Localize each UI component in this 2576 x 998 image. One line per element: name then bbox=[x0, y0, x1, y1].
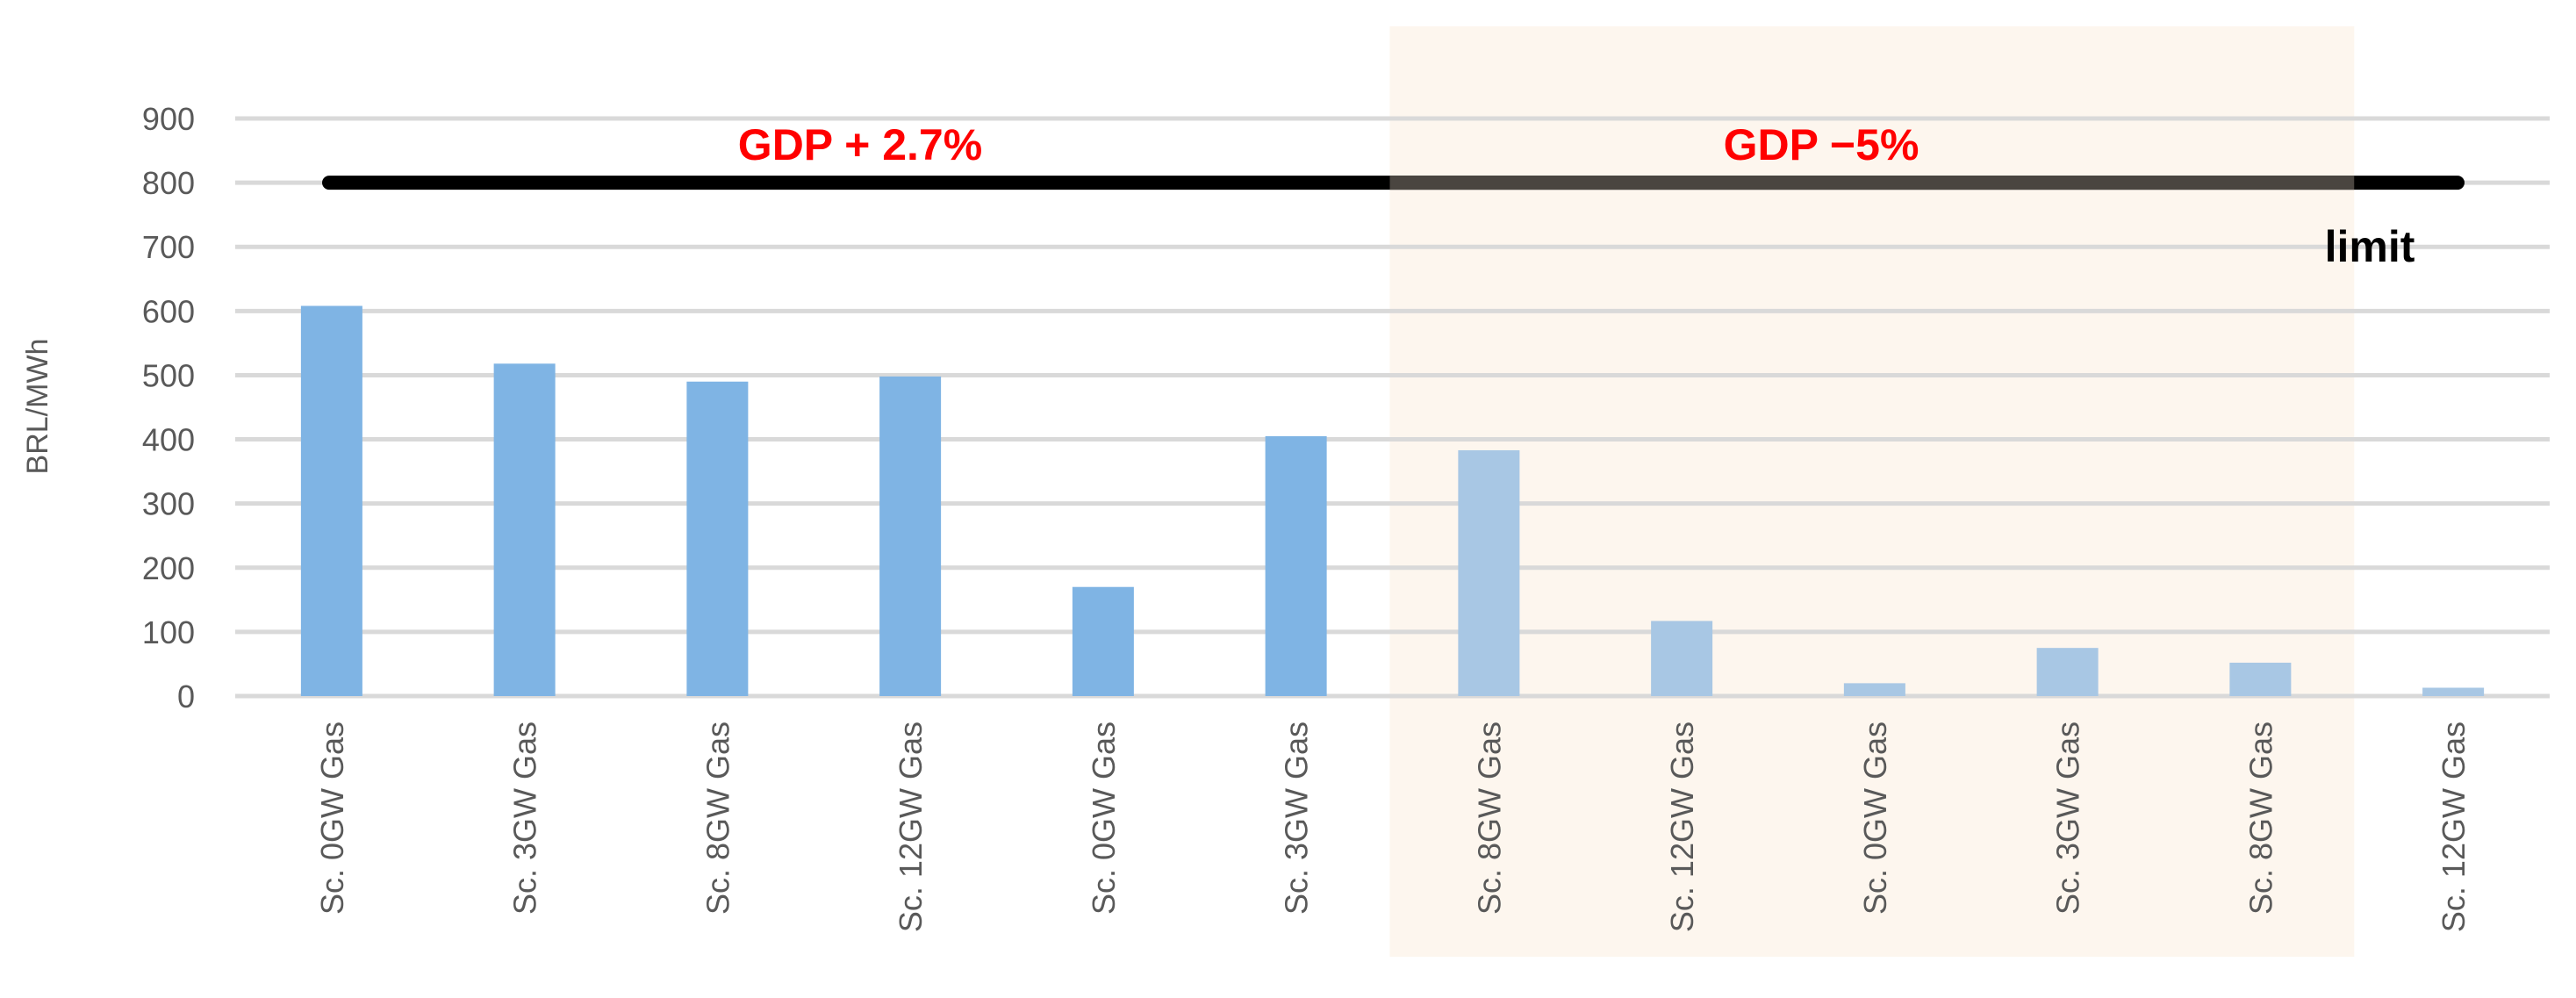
bar bbox=[1843, 683, 1905, 696]
y-tick-label: 800 bbox=[142, 165, 195, 201]
bar bbox=[2422, 687, 2485, 696]
x-tick-label: Sc. 3GW Gas bbox=[1279, 722, 1315, 915]
x-tick-label: Sc. 0GW Gas bbox=[314, 722, 350, 915]
y-tick-label: 100 bbox=[142, 614, 195, 650]
x-tick-label: Sc. 12GW Gas bbox=[1664, 722, 1700, 932]
x-tick-label: Sc. 8GW Gas bbox=[1471, 722, 1507, 915]
x-tick-label: Sc. 3GW Gas bbox=[507, 722, 543, 915]
gdp-minus-5-label: GDP −5% bbox=[1724, 120, 1919, 169]
x-tick-label: Sc. 0GW Gas bbox=[1086, 722, 1122, 915]
bar bbox=[686, 381, 749, 696]
bar bbox=[2229, 662, 2292, 696]
y-axis-label: BRL/MWh bbox=[21, 339, 54, 475]
bars bbox=[300, 305, 2485, 696]
bar bbox=[2036, 648, 2099, 696]
bar bbox=[1265, 435, 1327, 696]
x-tick-label: Sc. 8GW Gas bbox=[2242, 722, 2278, 915]
y-tick-label: 900 bbox=[142, 101, 195, 137]
y-tick-label: 700 bbox=[142, 229, 195, 265]
bar bbox=[879, 376, 942, 696]
bar bbox=[1072, 586, 1134, 696]
y-tick-label: 400 bbox=[142, 422, 195, 458]
bar bbox=[1651, 621, 1713, 696]
y-tick-label: 600 bbox=[142, 293, 195, 329]
x-tick-label: Sc. 8GW Gas bbox=[700, 722, 735, 915]
bar bbox=[1458, 449, 1520, 696]
x-axis-ticks: Sc. 0GW Gas Sc. 3GW Gas Sc. 8GW Gas Sc. 12G… bbox=[314, 722, 2472, 932]
y-tick-label: 200 bbox=[142, 550, 195, 586]
y-tick-label: 300 bbox=[142, 486, 195, 522]
x-tick-label: Sc. 0GW Gas bbox=[1857, 722, 1893, 915]
limit-label: limit bbox=[2325, 222, 2415, 271]
x-tick-label: Sc. 3GW Gas bbox=[2050, 722, 2086, 915]
y-tick-label: 0 bbox=[177, 678, 195, 714]
y-axis-ticks: 0 100 200 300 400 500 600 700 800 900 bbox=[142, 101, 195, 714]
x-tick-label: Sc. 12GW Gas bbox=[2436, 722, 2472, 932]
bar bbox=[300, 305, 362, 696]
x-tick-label: Sc. 12GW Gas bbox=[893, 722, 929, 932]
y-tick-label: 500 bbox=[142, 357, 195, 393]
bar bbox=[493, 363, 556, 696]
gdp-plus-2-7-label: GDP + 2.7% bbox=[738, 120, 982, 169]
